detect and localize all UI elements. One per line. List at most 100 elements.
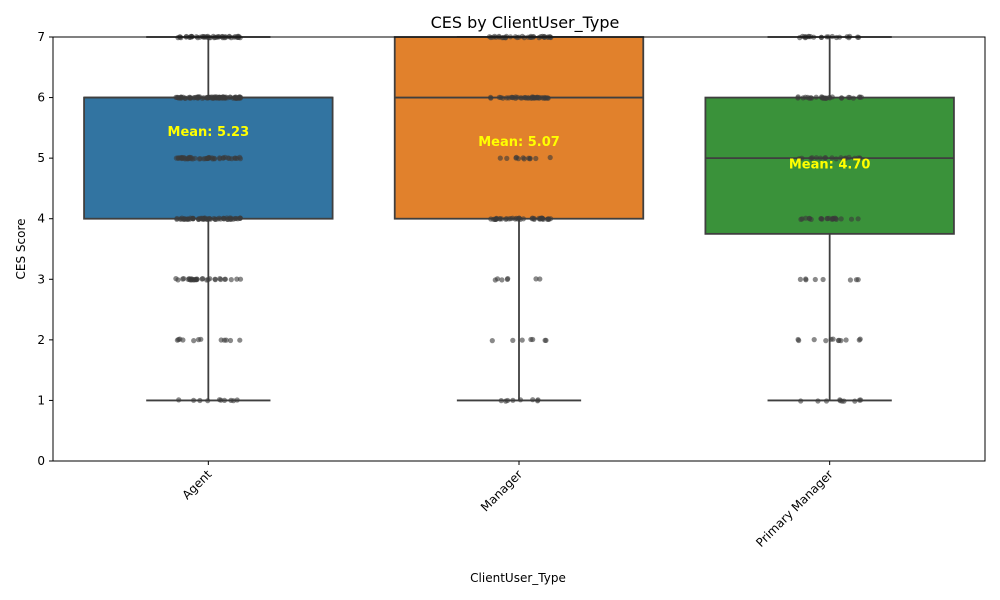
data-point xyxy=(795,94,801,100)
data-point xyxy=(496,94,502,100)
data-point xyxy=(819,216,825,222)
data-point xyxy=(181,155,187,161)
data-point xyxy=(836,337,842,343)
data-point xyxy=(808,95,814,101)
y-tick-label: 3 xyxy=(37,272,45,286)
data-point xyxy=(545,216,552,222)
data-point xyxy=(833,156,839,162)
data-point xyxy=(826,94,832,101)
data-point xyxy=(529,216,535,222)
data-point xyxy=(197,156,203,162)
data-point xyxy=(843,337,849,343)
data-point xyxy=(533,276,539,282)
data-point xyxy=(496,33,502,40)
mean-label: Mean: 5.07 xyxy=(478,135,560,150)
data-point xyxy=(829,155,835,161)
data-point xyxy=(838,216,844,222)
data-point xyxy=(797,276,804,282)
data-point xyxy=(237,337,243,343)
data-point xyxy=(238,94,244,100)
x-tick-label: Manager xyxy=(478,467,525,514)
data-point xyxy=(815,398,821,404)
data-point xyxy=(519,337,525,343)
data-point xyxy=(799,216,805,222)
data-point xyxy=(211,155,217,161)
data-point xyxy=(193,276,199,282)
y-tick-label: 1 xyxy=(37,393,45,407)
y-tick-label: 6 xyxy=(37,91,45,105)
data-point xyxy=(210,94,217,100)
x-tick-label: Agent xyxy=(179,467,214,502)
data-point xyxy=(497,155,503,161)
box-manager xyxy=(393,36,645,402)
data-point xyxy=(179,215,185,221)
data-point xyxy=(488,216,494,222)
data-point xyxy=(517,397,524,403)
data-point xyxy=(207,216,213,222)
data-point xyxy=(219,95,226,101)
data-point xyxy=(237,35,243,41)
data-point xyxy=(205,398,211,404)
data-point xyxy=(197,94,203,100)
data-point xyxy=(503,216,509,222)
data-point xyxy=(230,398,237,404)
mean-label: Mean: 4.70 xyxy=(789,157,871,172)
data-point xyxy=(218,276,224,283)
data-point xyxy=(201,216,207,222)
data-point xyxy=(216,215,222,221)
data-point xyxy=(808,155,814,161)
data-point xyxy=(216,397,223,403)
data-point xyxy=(510,337,516,343)
data-point xyxy=(533,155,539,162)
data-point xyxy=(498,398,504,404)
data-point xyxy=(499,277,505,283)
data-point xyxy=(855,216,861,222)
data-point xyxy=(234,276,240,282)
data-point xyxy=(230,95,236,101)
data-point xyxy=(180,276,186,282)
data-point xyxy=(506,95,512,101)
data-point xyxy=(220,155,226,161)
data-point xyxy=(542,337,548,343)
data-point xyxy=(823,398,830,404)
data-point xyxy=(188,33,194,39)
data-point xyxy=(191,338,197,344)
data-point xyxy=(798,398,804,404)
data-point xyxy=(197,397,203,404)
data-point xyxy=(531,94,537,100)
data-point xyxy=(492,277,498,283)
data-point xyxy=(199,276,205,282)
iqr-box xyxy=(704,96,955,235)
data-point xyxy=(838,155,844,161)
data-point xyxy=(189,276,195,282)
data-point xyxy=(530,397,536,403)
data-point xyxy=(813,94,819,100)
data-point xyxy=(547,154,553,161)
data-point xyxy=(513,155,519,161)
data-point xyxy=(503,33,509,39)
y-tick-label: 0 xyxy=(37,454,45,468)
data-point xyxy=(811,337,817,343)
strip-manager xyxy=(486,33,554,404)
data-point xyxy=(537,276,543,282)
data-point xyxy=(517,216,523,222)
data-point xyxy=(803,277,809,283)
data-point xyxy=(175,35,181,41)
data-point xyxy=(846,94,852,100)
data-point xyxy=(184,216,191,222)
data-point xyxy=(220,35,226,41)
data-point xyxy=(824,215,830,222)
data-point xyxy=(802,94,809,100)
data-point xyxy=(228,277,234,283)
data-point xyxy=(799,33,806,39)
data-point xyxy=(830,336,836,342)
data-point xyxy=(829,216,835,222)
strip-agent xyxy=(173,33,244,404)
data-point xyxy=(510,397,516,403)
data-point xyxy=(823,338,829,344)
strip-points xyxy=(173,33,865,404)
data-point xyxy=(180,94,186,100)
data-point xyxy=(838,95,845,101)
data-point xyxy=(222,276,228,282)
